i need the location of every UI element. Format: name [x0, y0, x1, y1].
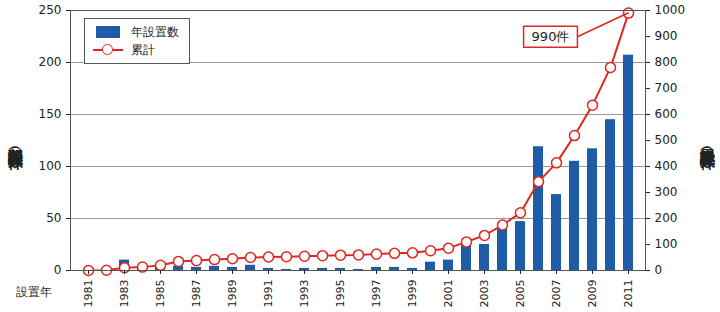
- svg-text:200: 200: [655, 211, 678, 225]
- svg-text:500: 500: [655, 133, 678, 147]
- html-text:年設置数: 年設置数: [131, 24, 179, 39]
- svg-text:0: 0: [655, 263, 663, 277]
- svg-text:1993: 1993: [298, 280, 311, 308]
- svg-text:1991: 1991: [262, 280, 275, 308]
- svg-text:800: 800: [655, 55, 678, 69]
- svg-text:900: 900: [655, 29, 678, 43]
- svg-text:0: 0: [54, 263, 62, 277]
- svg-text:700: 700: [655, 81, 678, 95]
- svg-text:2003: 2003: [478, 280, 491, 308]
- svg-text:1000: 1000: [655, 3, 686, 17]
- svg-text:990件: 990件: [532, 29, 570, 44]
- svg-text:2005: 2005: [514, 280, 527, 308]
- svg-text:50: 50: [46, 211, 61, 225]
- svg-text:200: 200: [39, 55, 62, 69]
- svg-text:2001: 2001: [442, 280, 455, 308]
- svg-text:600: 600: [655, 107, 678, 121]
- svg-text:1999: 1999: [406, 280, 419, 308]
- svg-text:250: 250: [39, 3, 62, 17]
- svg-text:1983: 1983: [118, 280, 131, 308]
- svg-text:150: 150: [39, 107, 62, 121]
- svg-text:1985: 1985: [154, 280, 167, 308]
- svg-text:2011: 2011: [622, 280, 635, 308]
- svg-text:1997: 1997: [370, 280, 383, 308]
- html-text:年間設置件数（件）: 年間設置件数（件）: [6, 135, 25, 145]
- svg-text:100: 100: [39, 159, 62, 173]
- svg-text:400: 400: [655, 159, 678, 173]
- svg-text:2007: 2007: [550, 280, 563, 308]
- svg-text:2009: 2009: [586, 280, 599, 308]
- svg-text:100: 100: [655, 237, 678, 251]
- html-text:設置年: 設置年: [16, 285, 52, 299]
- html-text:累計: 累計: [131, 42, 155, 57]
- svg-text:1995: 1995: [334, 280, 347, 308]
- svg-text:1989: 1989: [226, 280, 239, 308]
- svg-text:300: 300: [655, 185, 678, 199]
- svg-text:1981: 1981: [82, 280, 95, 308]
- html-text:累計設置件数（件）: 累計設置件数（件）: [698, 135, 717, 145]
- svg-text:1987: 1987: [190, 280, 203, 308]
